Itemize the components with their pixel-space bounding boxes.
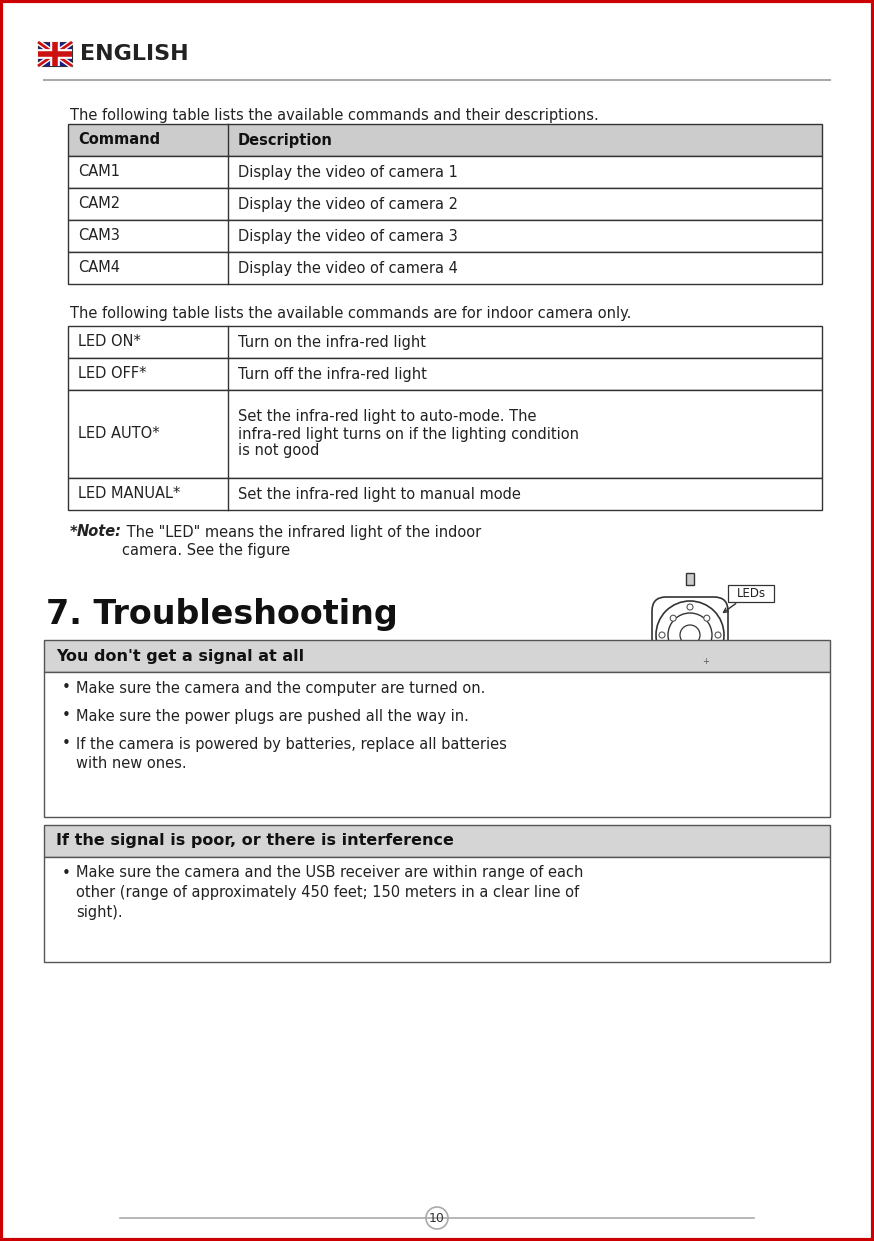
Ellipse shape [660,721,720,733]
Text: other (range of approximately 450 feet; 150 meters in a clear line of: other (range of approximately 450 feet; … [76,886,579,901]
Text: Note:: Note: [77,525,122,540]
Circle shape [687,604,693,611]
Ellipse shape [654,709,726,726]
Text: If the camera is powered by batteries, replace all batteries: If the camera is powered by batteries, r… [76,736,507,752]
Bar [44,640,830,671]
Text: •: • [62,680,71,695]
Text: •: • [62,709,71,724]
Text: LEDs: LEDs [737,587,766,599]
Text: Make sure the camera and the USB receiver are within range of each: Make sure the camera and the USB receive… [76,865,583,881]
Text: Command: Command [78,133,160,148]
Text: is not good: is not good [238,443,319,458]
Bar [68,252,822,284]
Text: 10: 10 [429,1211,445,1225]
Text: 7. Troubleshooting: 7. Troubleshooting [46,598,398,630]
Circle shape [704,649,710,655]
Bar [728,585,774,602]
Bar [68,357,822,390]
Text: Display the video of camera 2: Display the video of camera 2 [238,196,458,211]
Text: camera. See the figure: camera. See the figure [122,542,290,557]
Text: Turn on the infra-red light: Turn on the infra-red light [238,335,426,350]
Text: ENGLISH: ENGLISH [80,43,189,65]
Text: You don't get a signal at all: You don't get a signal at all [56,649,304,664]
Text: Display the video of camera 4: Display the video of camera 4 [238,261,458,276]
Bar [68,326,822,357]
Circle shape [715,632,721,638]
Bar [68,187,822,220]
Text: Description: Description [238,133,333,148]
Text: *: * [70,525,78,540]
Circle shape [668,613,712,656]
Text: with new ones.: with new ones. [76,757,187,772]
FancyBboxPatch shape [652,597,728,673]
Bar [68,220,822,252]
Bar [678,673,702,688]
Bar [68,390,822,478]
Text: Turn off the infra-red light: Turn off the infra-red light [238,366,427,381]
Circle shape [659,632,665,638]
Text: LED AUTO*: LED AUTO* [78,427,160,442]
Bar [68,478,822,510]
Text: sight).: sight). [76,906,122,921]
Text: CAM1: CAM1 [78,165,120,180]
Text: CAM2: CAM2 [78,196,120,211]
Text: CAM4: CAM4 [78,261,120,276]
Text: CAM3: CAM3 [78,228,120,243]
Bar [38,42,72,66]
Circle shape [656,601,724,669]
Circle shape [670,649,676,655]
Text: LED ON*: LED ON* [78,335,141,350]
Text: +: + [703,656,710,665]
Text: The following table lists the available commands are for indoor camera only.: The following table lists the available … [70,307,631,321]
Text: •: • [62,736,71,752]
Text: LED OFF*: LED OFF* [78,366,147,381]
Text: Display the video of camera 3: Display the video of camera 3 [238,228,458,243]
Text: •: • [62,865,71,881]
Bar [68,156,822,187]
Circle shape [704,616,710,622]
Circle shape [687,660,693,666]
Bar [672,692,708,701]
Text: Make sure the power plugs are pushed all the way in.: Make sure the power plugs are pushed all… [76,709,468,724]
Text: infra-red light turns on if the lighting condition: infra-red light turns on if the lighting… [238,427,579,442]
Text: If the signal is poor, or there is interference: If the signal is poor, or there is inter… [56,834,454,849]
Circle shape [670,616,676,622]
Bar [44,858,830,962]
Bar [44,671,830,817]
Bar [68,124,822,156]
Text: LED MANUAL*: LED MANUAL* [78,486,180,501]
Circle shape [426,1207,448,1229]
Bar [38,42,72,66]
Text: Set the infra-red light to manual mode: Set the infra-red light to manual mode [238,486,521,501]
Bar [686,573,694,585]
Text: Set the infra-red light to auto-mode. The: Set the infra-red light to auto-mode. Th… [238,410,537,424]
Text: Make sure the camera and the computer are turned on.: Make sure the camera and the computer ar… [76,680,485,695]
Text: The "LED" means the infrared light of the indoor: The "LED" means the infrared light of th… [122,525,482,540]
Text: The following table lists the available commands and their descriptions.: The following table lists the available … [70,108,599,123]
Bar [44,825,830,858]
Text: Display the video of camera 1: Display the video of camera 1 [238,165,458,180]
Circle shape [680,625,700,645]
